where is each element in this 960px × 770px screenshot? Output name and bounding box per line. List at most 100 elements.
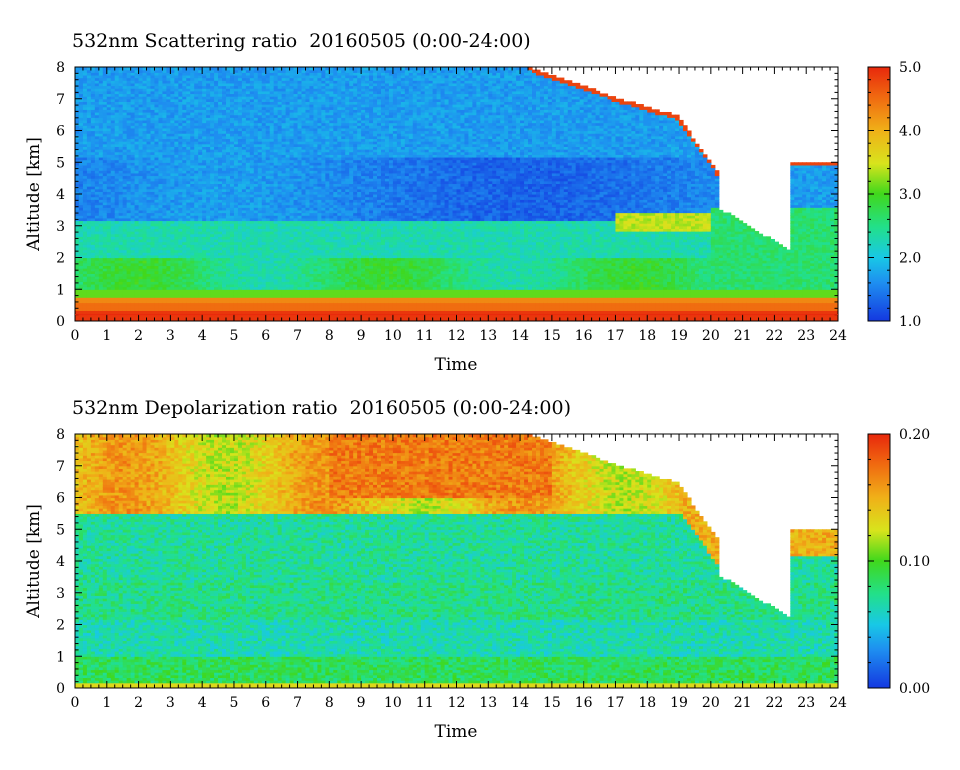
heatmap-cell xyxy=(106,72,112,76)
heatmap-cell xyxy=(182,289,187,293)
heatmap-cell xyxy=(154,273,160,277)
heatmap-cell xyxy=(186,111,191,116)
heatmap-cell xyxy=(102,254,108,259)
heatmap-cell xyxy=(90,238,96,243)
heatmap-cell xyxy=(158,133,164,137)
heatmap-cell xyxy=(82,310,88,314)
heatmap-cell xyxy=(126,149,132,153)
heatmap-cell xyxy=(146,122,152,126)
heatmap-cell xyxy=(166,260,171,264)
heatmap-cell xyxy=(75,138,80,142)
heatmap-cell xyxy=(106,212,112,216)
heatmap-cell xyxy=(78,125,84,129)
heatmap-cell xyxy=(118,241,124,245)
heatmap-cell xyxy=(202,209,207,214)
heatmap-cell xyxy=(162,146,167,150)
heatmap-cell xyxy=(94,106,100,110)
heatmap-cell xyxy=(114,305,120,309)
heatmap-cell xyxy=(166,204,171,208)
heatmap-cell xyxy=(146,246,152,251)
heatmap-cell xyxy=(226,236,231,240)
heatmap-cell xyxy=(90,286,96,290)
heatmap-cell xyxy=(198,310,203,314)
heatmap-cell xyxy=(174,72,179,76)
heatmap-cell xyxy=(190,212,195,216)
heatmap-cell xyxy=(190,146,195,150)
heatmap-cell xyxy=(170,101,175,105)
heatmap-cell xyxy=(158,204,164,208)
heatmap-cell xyxy=(82,204,88,208)
heatmap-cell xyxy=(210,72,215,76)
heatmap-cell xyxy=(146,141,152,145)
heatmap-cell xyxy=(102,183,108,187)
heatmap-cell xyxy=(186,262,191,267)
heatmap-cell xyxy=(146,151,152,155)
heatmap-cell xyxy=(226,162,231,166)
heatmap-cell xyxy=(122,125,128,129)
heatmap-cell xyxy=(138,217,144,222)
heatmap-cell xyxy=(166,186,171,190)
heatmap-cell xyxy=(78,122,84,126)
heatmap-cell xyxy=(138,80,144,84)
heatmap-cell xyxy=(194,178,199,182)
heatmap-cell xyxy=(78,149,84,153)
heatmap-cell xyxy=(110,199,116,203)
heatmap-cell xyxy=(114,141,120,145)
heatmap-cell xyxy=(229,289,235,293)
heatmap-cell xyxy=(146,278,152,282)
heatmap-cell xyxy=(114,310,120,314)
heatmap-cell xyxy=(154,268,160,272)
heatmap-cell xyxy=(198,199,203,203)
heatmap-cell xyxy=(206,217,211,222)
heatmap-cell xyxy=(94,291,100,296)
heatmap-cell xyxy=(166,194,171,198)
heatmap-cell xyxy=(118,220,124,224)
heatmap-cell xyxy=(174,283,179,288)
heatmap-cell xyxy=(206,130,211,134)
heatmap-cell xyxy=(154,162,160,166)
heatmap-cell xyxy=(178,299,183,304)
heatmap-cell xyxy=(94,231,100,235)
heatmap-cell xyxy=(206,117,211,121)
heatmap-cell xyxy=(186,297,191,301)
heatmap-cell xyxy=(178,273,183,277)
heatmap-cell xyxy=(122,167,128,171)
heatmap-cell xyxy=(126,294,132,298)
heatmap-cell xyxy=(154,199,160,203)
heatmap-cell xyxy=(166,233,171,237)
heatmap-cell xyxy=(174,207,179,211)
heatmap-cell xyxy=(138,201,144,206)
heatmap-cell xyxy=(94,191,100,195)
heatmap-cell xyxy=(75,170,80,174)
heatmap-cell xyxy=(146,223,152,227)
heatmap-cell xyxy=(78,262,84,267)
heatmap-cell xyxy=(150,106,156,110)
heatmap-cell xyxy=(190,223,195,227)
heatmap-cell xyxy=(102,101,108,105)
heatmap-cell xyxy=(102,310,108,314)
heatmap-cell xyxy=(150,201,156,206)
heatmap-cell xyxy=(226,85,231,89)
heatmap-cell xyxy=(150,249,156,253)
heatmap-cell xyxy=(98,141,104,145)
heatmap-cell xyxy=(75,191,80,195)
heatmap-cell xyxy=(150,244,156,248)
heatmap-cell xyxy=(98,278,104,282)
heatmap-cell xyxy=(194,231,199,235)
heatmap-cell xyxy=(82,85,88,89)
heatmap-cell xyxy=(75,162,80,166)
heatmap-cell xyxy=(182,204,187,208)
heatmap-cell xyxy=(75,302,80,306)
heatmap-cell xyxy=(126,209,132,214)
heatmap-cell xyxy=(82,106,88,110)
heatmap-cell xyxy=(122,273,128,277)
heatmap-cell xyxy=(198,241,203,245)
heatmap-cell xyxy=(166,318,171,321)
heatmap-cell xyxy=(122,122,128,126)
heatmap-cell xyxy=(214,143,219,147)
heatmap-cell xyxy=(102,146,108,150)
heatmap-cell xyxy=(190,149,195,153)
heatmap-cell xyxy=(82,172,88,177)
heatmap-cell xyxy=(75,252,80,256)
heatmap-cell xyxy=(198,299,203,304)
